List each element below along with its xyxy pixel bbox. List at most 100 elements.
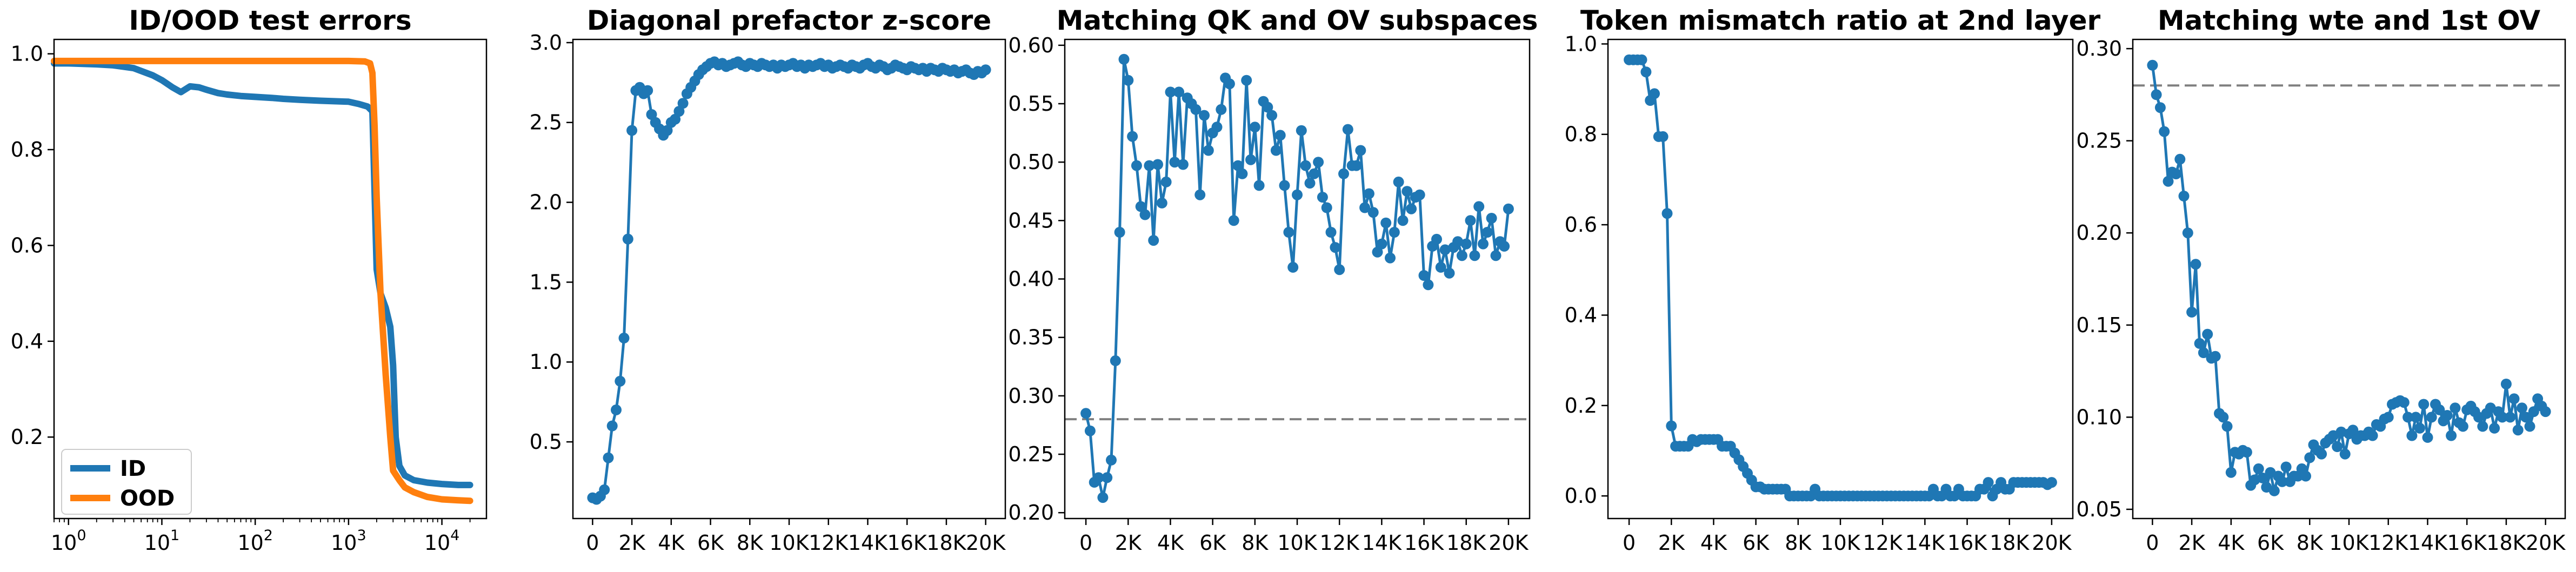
data-point [1084,425,1096,436]
data-point [677,98,689,109]
data-point [1499,240,1510,252]
data-point [2277,476,2288,487]
x-tick-label: 18K [1990,531,2030,555]
x-tick-label: 8K [737,531,764,555]
data-point [1287,261,1299,273]
x-tick-label: 20K [1489,531,1529,555]
data-point [1363,188,1374,199]
data-point [1266,110,1278,121]
data-point [2147,59,2158,71]
x-tick-label: 6K [1743,531,1770,555]
data-point [2517,402,2527,414]
data-point [673,106,685,117]
data-point [980,64,991,76]
data-point [1118,53,1130,65]
data-point [1123,75,1134,86]
x-tick-label: 16K [887,531,927,555]
x-tick-label: 4K [658,531,685,555]
data-point [2186,306,2198,318]
data-point [1177,159,1189,170]
data-point [1444,267,1455,279]
x-tick-label: 6K [1199,531,1226,555]
data-point [1460,238,1472,250]
data-point [1194,189,1206,200]
data-point [2383,412,2394,423]
y-tick-label: 1.0 [11,42,43,66]
data-point [2418,399,2430,410]
x-tick-label: 100 [51,527,86,555]
data-point [1334,264,1345,275]
x-tick-label: 0 [2146,531,2159,555]
data-point [2257,472,2268,483]
data-point [1156,197,1167,208]
data-point [1376,238,1387,250]
x-tick-label: 8K [2297,531,2324,555]
x-tick-label: 0 [1623,531,1636,555]
chart-title: Diagonal prefactor z-score [587,5,991,36]
chart-panel-2: Matching QK and OV subspaces 0 2K 4K 6K 8K 10K… [1008,5,1538,555]
x-tick-label: 12K [1320,531,1360,555]
data-point [2194,338,2205,349]
data-point [642,85,653,96]
data-point [2163,176,2174,187]
data-point [2414,422,2425,434]
data-point [1402,186,1413,197]
data-point [2505,412,2516,423]
data-point [2434,404,2445,415]
data-point [1389,227,1400,238]
data-point [1317,192,1328,203]
y-tick-label: 0.5 [530,430,562,454]
data-point [2406,430,2418,441]
data-point [1435,261,1446,273]
x-tick-label: 2K [1658,531,1685,555]
data-point [1636,54,1647,65]
series-line [1627,58,2053,497]
data-point [1313,157,1324,168]
y-tick-label: 0.6 [11,233,43,257]
data-point [2457,421,2468,432]
data-point [1144,160,1155,171]
data-point [1139,209,1151,220]
data-point [1393,176,1404,187]
x-tick-label: 20K [966,531,1006,555]
data-point [1330,242,1341,253]
chart-panel-1: Diagonal prefactor z-score 0 2K 4K 6K 8K 10K 12… [530,5,1006,555]
data-point [2410,412,2421,423]
data-point [2524,421,2535,432]
x-tick-label: 103 [331,527,366,555]
data-point [2241,447,2252,458]
x-tick-exponent: 0 [77,527,86,544]
chart-title: Token mismatch ratio at 2nd layer [1580,5,2101,36]
data-point [2339,448,2351,460]
data-point [2540,406,2551,418]
data-point [2178,191,2190,201]
data-point [1106,454,1117,466]
plot-frame [572,38,1006,520]
x-tick-label: 10K [1820,531,1860,555]
series-line [591,60,987,501]
data-point [1321,202,1332,213]
y-tick-label: 0.20 [2076,221,2122,245]
x-tick-label: 14K [848,531,888,555]
data-point [2512,425,2524,436]
data-point [1465,215,1476,226]
data-point [1640,66,1652,78]
data-point [1423,279,1434,291]
y-tick-label: 0.2 [11,425,43,449]
data-point [2154,102,2166,113]
x-tick-label: 102 [237,527,273,555]
x-tick-label: 12K [809,531,849,555]
x-tick-label: 6K [697,531,724,555]
data-point [606,420,618,432]
x-tick-label: 2K [1115,531,1142,555]
series-line-ood [51,57,473,504]
data-point [2182,227,2193,239]
data-point [1237,168,1248,179]
data-point [2225,467,2237,478]
data-point [1283,227,1294,238]
data-point [1342,124,1353,135]
x-tick-label: 14K [1905,531,1945,555]
data-point [1173,86,1185,98]
data-point [1418,270,1430,281]
y-tick-label: 0.10 [2076,405,2122,429]
